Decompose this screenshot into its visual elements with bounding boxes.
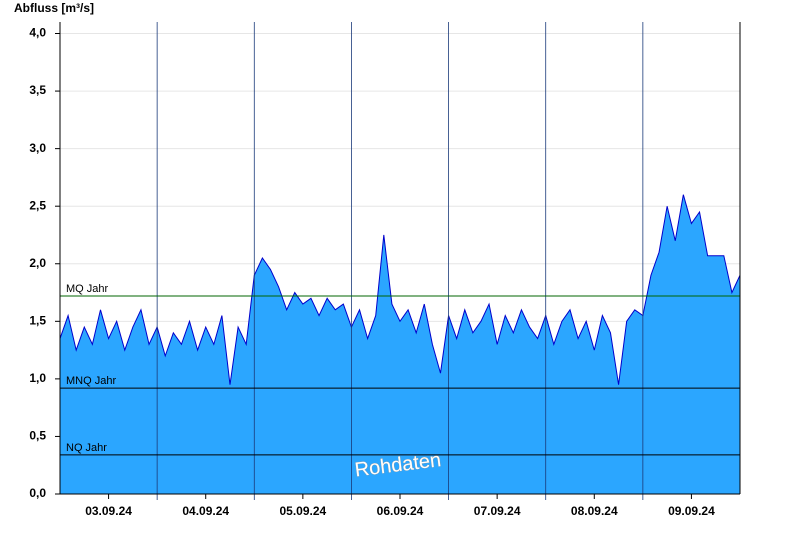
- x-tick-label: 06.09.24: [377, 504, 424, 518]
- y-tick-label: 2,5: [29, 198, 46, 212]
- x-tick-label: 09.09.24: [668, 504, 715, 518]
- y-tick-label: 3,0: [29, 141, 46, 155]
- x-tick-label: 08.09.24: [571, 504, 618, 518]
- x-tick-label: 03.09.24: [85, 504, 132, 518]
- y-tick-label: 2,0: [29, 256, 46, 270]
- y-tick-label: 1,0: [29, 371, 46, 385]
- chart-title: Abfluss [m³/s]: [14, 1, 94, 15]
- y-tick-label: 0,0: [29, 486, 46, 500]
- x-tick-label: 04.09.24: [182, 504, 229, 518]
- y-tick-label: 1,5: [29, 313, 46, 327]
- y-tick-label: 4,0: [29, 26, 46, 40]
- y-tick-label: 3,5: [29, 83, 46, 97]
- reference-label: MNQ Jahr: [66, 375, 116, 387]
- reference-label: NQ Jahr: [66, 442, 107, 454]
- area-fill: [60, 194, 740, 494]
- y-tick-label: 0,5: [29, 429, 46, 443]
- reference-label: MQ Jahr: [66, 283, 109, 295]
- x-tick-label: 05.09.24: [279, 504, 326, 518]
- series-line: [59, 194, 741, 385]
- x-tick-label: 07.09.24: [474, 504, 521, 518]
